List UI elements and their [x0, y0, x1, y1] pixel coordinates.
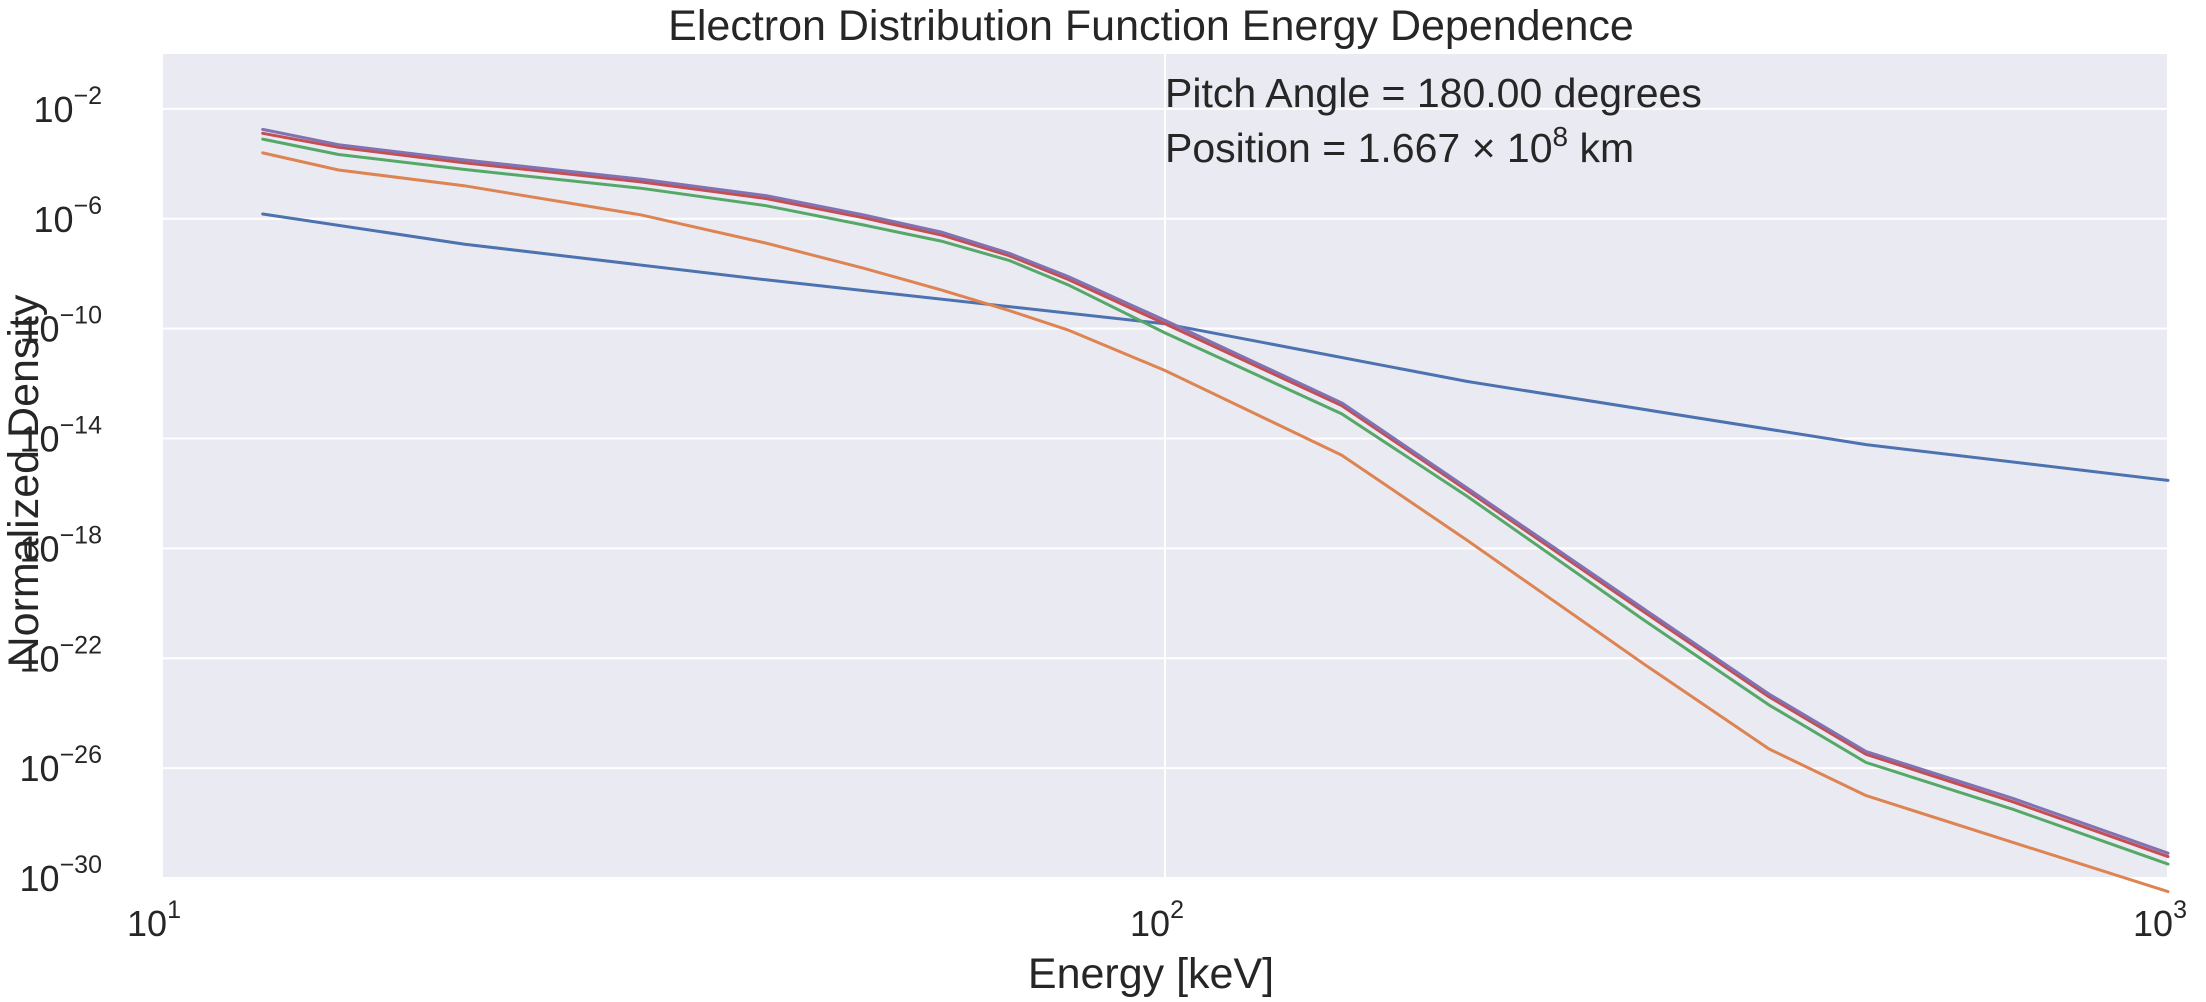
- position-annotation-prefix: Position = 1.667 × 10: [1165, 125, 1553, 171]
- pitch-angle-annotation: Pitch Angle = 180.00 degrees: [1165, 70, 1702, 116]
- x-tick-label: 102: [1130, 896, 1184, 944]
- x-tick-label: 103: [2133, 896, 2187, 944]
- x-tick-label: 101: [127, 896, 181, 944]
- position-annotation-exponent: 8: [1553, 121, 1569, 152]
- series-lines: [261, 127, 2170, 894]
- x-tick-labels: 101 102 103: [127, 896, 2187, 944]
- position-annotation-suffix: km: [1568, 125, 1634, 171]
- series-line-4: [261, 131, 2170, 859]
- annotation: Pitch Angle = 180.00 degrees Position = …: [1165, 70, 1702, 171]
- y-tick-label: 10−26: [20, 741, 102, 789]
- y-tick-labels: 10−2 10−6 10−10 10−14 10−18 10−22 10−26 10−30: [20, 82, 103, 899]
- y-tick-label: 10−10: [20, 302, 102, 350]
- y-tick-label: 10−18: [20, 521, 102, 569]
- y-axis-label: Normalized Density: [0, 294, 48, 667]
- chart-title: Electron Distribution Function Energy De…: [668, 2, 1634, 50]
- y-tick-label: 10−22: [20, 631, 102, 679]
- y-tick-label: 10−6: [33, 192, 102, 240]
- position-annotation: Position = 1.667 × 108 km: [1165, 121, 1634, 171]
- y-tick-label: 10−2: [33, 82, 102, 130]
- series-line-2: [261, 151, 2170, 894]
- x-axis-label: Energy [keV]: [1028, 950, 1274, 998]
- series-line-3: [261, 137, 2170, 866]
- series-line-5: [261, 127, 2170, 855]
- y-tick-label: 10−14: [20, 412, 103, 460]
- y-tick-label: 10−30: [20, 851, 102, 899]
